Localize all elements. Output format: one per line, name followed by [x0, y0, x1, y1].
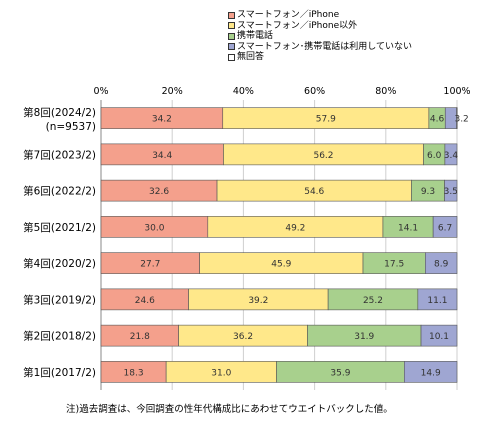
data-label: 34.4 [152, 151, 172, 161]
data-label: 57.9 [316, 115, 336, 125]
footnote: 注)過去調査は、今回調査の性年代構成比にあわせてウエイトバックした値。 [66, 404, 393, 415]
legend-swatch [228, 11, 235, 19]
x-tick-label: 100% [443, 86, 470, 97]
grid-lines [100, 100, 458, 390]
bar-segment [417, 288, 458, 311]
bar-segment [404, 361, 458, 383]
x-tick-label: 80% [375, 86, 396, 97]
data-label: 9.3 [421, 187, 435, 197]
legend-swatch [228, 32, 235, 40]
data-label: 30.0 [144, 223, 164, 233]
category-label: 第5回(2021/2) [23, 221, 96, 234]
category-label: 第7回(2023/2) [23, 148, 96, 161]
data-label: 8.9 [434, 260, 449, 270]
data-label: 21.8 [130, 332, 150, 342]
data-label: 10.1 [429, 332, 449, 342]
legend-swatch [228, 22, 235, 30]
legend-label: スマートフォン／iPhone以外 [237, 20, 358, 31]
bar-segment [425, 252, 458, 274]
legend-item: 無回答 [228, 52, 412, 63]
category-sublabel: (n=9537) [46, 121, 96, 133]
legend-label: 無回答 [237, 52, 265, 63]
category-label: 第1回(2017/2) [23, 366, 96, 379]
x-tick-label: 40% [233, 86, 254, 97]
data-label: 31.0 [211, 368, 231, 378]
x-tick-label: 0% [93, 86, 108, 97]
data-label: 25.2 [363, 296, 383, 306]
data-label: 27.7 [140, 260, 160, 270]
category-label: 第4回(2020/2) [23, 257, 96, 270]
category-label: 第2回(2018/2) [23, 330, 96, 343]
data-label: 6.7 [438, 223, 452, 233]
data-label: 3.2 [454, 115, 468, 125]
x-tick-label: 60% [304, 86, 325, 97]
legend-item: スマートフォン･携帯電話は利用していない [228, 42, 412, 53]
legend-item: 携帯電話 [228, 31, 412, 42]
data-label: 56.2 [313, 151, 333, 161]
bar-segment [456, 107, 458, 129]
legend-item: スマートフォン／iPhone以外 [228, 21, 412, 32]
bars [100, 107, 458, 383]
x-tick-label: 20% [162, 86, 183, 97]
category-label: 第3回(2019/2) [23, 293, 96, 306]
bar-segment [444, 179, 458, 202]
data-labels: 34.2 57.9 4.6 3.2 34.4 56.2 6.0 3.4 32.6 54.6 9.3 3… [124, 115, 469, 379]
data-label: 49.2 [285, 223, 305, 233]
x-tick-labels: 0% 20% 40% 60% 80% 100% [93, 86, 470, 97]
data-label: 11.1 [427, 296, 447, 306]
data-label: 14.9 [421, 368, 441, 378]
legend-swatch [228, 43, 235, 51]
legend-item: スマートフォン／iPhone [228, 10, 412, 21]
legend-swatch [228, 53, 235, 61]
data-label: 18.3 [124, 368, 144, 378]
data-label: 39.2 [248, 296, 268, 306]
data-label: 32.6 [149, 187, 169, 197]
data-label: 4.6 [430, 115, 445, 125]
bar-segment [420, 324, 458, 347]
data-label: 6.0 [427, 151, 442, 161]
data-label: 34.2 [152, 115, 172, 125]
data-label: 36.2 [233, 332, 253, 342]
data-label: 35.9 [330, 368, 350, 378]
category-label: 第6回(2022/2) [23, 185, 96, 198]
data-label: 17.5 [384, 260, 404, 270]
data-label: 24.6 [135, 296, 155, 306]
data-label: 31.9 [354, 332, 374, 342]
legend: スマートフォン／iPhone スマートフォン／iPhone以外 携帯電話 スマー… [228, 10, 412, 63]
legend-label: 携帯電話 [237, 31, 274, 42]
data-label: 45.9 [271, 260, 291, 270]
data-label: 3.5 [444, 187, 458, 197]
data-label: 14.1 [398, 223, 418, 233]
category-label: 第8回(2024/2) [23, 106, 96, 119]
data-label: 54.6 [304, 187, 324, 197]
data-label: 3.4 [444, 151, 459, 161]
bar-segment [432, 216, 458, 238]
legend-label: スマートフォン／iPhone [237, 10, 340, 21]
bar-segment [444, 143, 458, 166]
category-labels: 第8回(2024/2) (n=9537) 第7回(2023/2) 第6回(2022/2… [23, 106, 96, 379]
legend-label: スマートフォン･携帯電話は利用していない [237, 41, 412, 52]
